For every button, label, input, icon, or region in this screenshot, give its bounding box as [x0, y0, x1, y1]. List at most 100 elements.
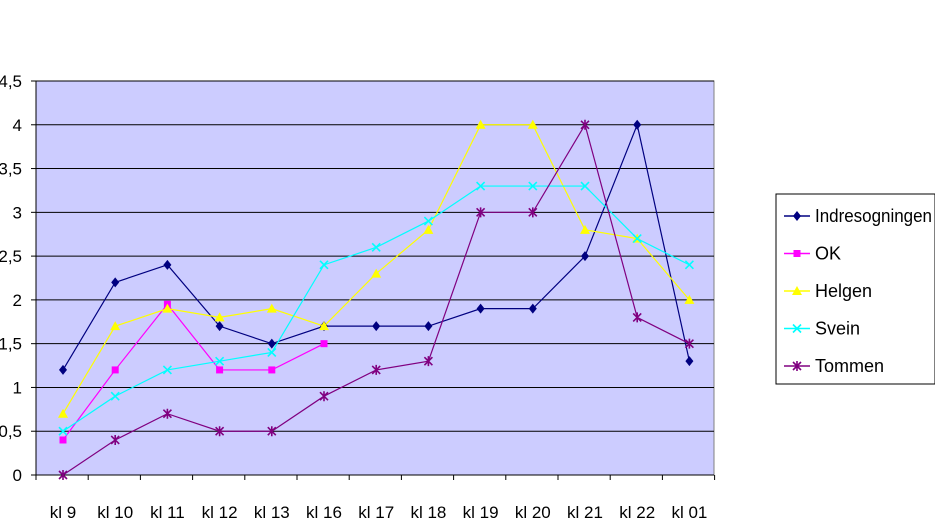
data-point [215, 426, 225, 437]
data-point [423, 224, 434, 234]
data-point [266, 303, 277, 313]
series-helgen [58, 119, 695, 418]
legend-entry: Svein [784, 319, 860, 339]
y-tick-label: 1,5 [0, 335, 22, 354]
data-point [423, 356, 433, 367]
legend: Indresogningen OK Helgen Svein Tommen [775, 193, 935, 385]
legend-entry: Helgen [784, 281, 872, 301]
data-point [215, 321, 224, 332]
data-point [111, 366, 119, 374]
data-point [792, 361, 802, 371]
x-tick-label: kl 18 [410, 503, 446, 522]
data-point [320, 340, 328, 348]
x-tick-label: kl 22 [619, 503, 655, 522]
data-point [580, 224, 590, 234]
y-tick-label: 0,5 [0, 422, 22, 441]
data-point [59, 436, 67, 444]
data-point [162, 408, 172, 419]
series-svein [58, 181, 694, 436]
data-point [528, 207, 538, 218]
data-point [527, 119, 538, 129]
data-point [580, 119, 590, 130]
y-axis: 0 0,5 1 1,5 2 2,5 3 3,5 4 4,5 [0, 72, 37, 485]
data-point [215, 356, 225, 366]
y-tick-label: 2,5 [0, 247, 22, 266]
data-point [632, 312, 642, 323]
data-point [580, 181, 590, 191]
x-tick-label: kl 16 [306, 503, 342, 522]
data-point [162, 365, 172, 375]
legend-label: OK [815, 244, 841, 264]
x-tick-label: kl 10 [97, 503, 133, 522]
x-tick-label: kl 21 [567, 503, 603, 522]
legend-label: Tommen [815, 356, 884, 376]
x-tick-label: kl 20 [515, 503, 551, 522]
data-point [110, 434, 120, 445]
data-point [476, 207, 486, 218]
y-tick-label: 4,5 [0, 72, 22, 91]
data-point [214, 312, 225, 322]
y-tick-label: 2 [13, 291, 22, 310]
data-point [684, 260, 694, 270]
data-point [163, 259, 172, 270]
data-point [58, 408, 68, 418]
y-tick-label: 4 [13, 116, 22, 135]
series-lines [58, 119, 695, 480]
data-point [216, 366, 224, 374]
x-tick-label: kl 01 [671, 503, 707, 522]
data-point [792, 323, 802, 334]
data-point [110, 391, 120, 401]
data-point [581, 251, 589, 262]
y-tick-label: 0 [13, 466, 22, 485]
plot-background [35, 80, 715, 476]
data-point [633, 119, 642, 130]
legend-box [775, 193, 935, 385]
legend-entry: Tommen [784, 356, 884, 376]
legend-label: Svein [815, 319, 860, 339]
data-point [59, 364, 67, 375]
data-point [684, 294, 695, 304]
data-point [371, 242, 381, 252]
x-axis: kl 9 kl 10 kl 11 kl 12 kl 13 kl 16 kl 17 kl 18 k… [35, 474, 716, 522]
y-tick-label: 3,5 [0, 160, 22, 179]
data-point [372, 321, 381, 332]
legend-entry: Indresogningen [784, 206, 932, 226]
x-tick-label: kl 17 [358, 503, 394, 522]
data-point [475, 119, 486, 129]
plot-area [35, 80, 715, 476]
data-point [111, 277, 120, 288]
y-tick-label: 1 [13, 378, 22, 397]
data-point [793, 250, 801, 257]
legend-label: Helgen [815, 281, 872, 301]
legend-label: Indresogningen [815, 206, 932, 226]
data-point [793, 211, 801, 221]
data-point [632, 234, 642, 244]
data-point [162, 303, 173, 313]
legend-entry: OK [784, 244, 841, 264]
series-line [62, 303, 325, 441]
data-point [267, 426, 277, 437]
data-point [58, 426, 68, 436]
data-point [319, 391, 329, 402]
data-point [371, 268, 382, 278]
x-tick-label: kl 13 [254, 503, 290, 522]
data-point [424, 321, 433, 332]
x-tick-label: kl 12 [202, 503, 238, 522]
data-point [268, 366, 276, 374]
y-tick-label: 3 [13, 203, 22, 222]
data-point [685, 356, 694, 367]
gridlines [36, 80, 714, 432]
data-point [684, 338, 694, 349]
data-point [476, 181, 486, 191]
data-point [792, 286, 802, 295]
data-point [371, 364, 381, 375]
series-tommen [58, 119, 694, 480]
data-point [58, 470, 68, 480]
data-point [528, 303, 537, 314]
data-point [528, 181, 538, 191]
data-point [267, 338, 276, 349]
data-point [423, 216, 433, 226]
x-tick-label: kl 19 [463, 503, 499, 522]
series-indresogningen [59, 119, 694, 375]
